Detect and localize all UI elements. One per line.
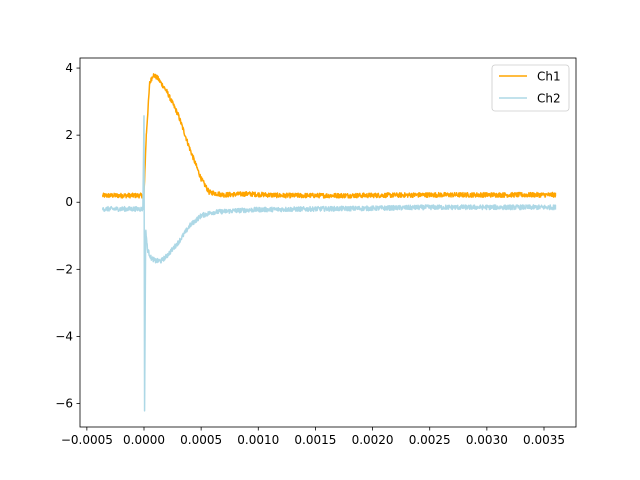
plot-area [80,58,576,427]
axes-frame [79,57,577,428]
x-tick-label: 0.0010 [237,433,279,447]
y-tick-label: −6 [55,397,73,411]
series-line-ch2 [102,115,557,412]
x-tick-label: 0.0020 [352,433,394,447]
x-tick-label: 0.0030 [466,433,508,447]
x-tick-label: 0.0000 [123,433,165,447]
x-tick-label: −0.0005 [61,433,113,447]
x-tick-label: 0.0035 [523,433,565,447]
y-tick-label: 2 [65,128,73,142]
y-tick-label: −2 [55,262,73,276]
series-line-ch1 [102,73,557,199]
y-tick-label: 4 [65,61,73,75]
x-tick-label: 0.0025 [409,433,451,447]
legend-label-ch1: Ch1 [537,70,561,84]
legend-label-ch2: Ch2 [537,92,561,106]
x-tick-label: 0.0005 [180,433,222,447]
y-tick-label: −4 [55,329,73,343]
x-tick-label: 0.0015 [294,433,336,447]
y-tick-label: 0 [65,195,73,209]
